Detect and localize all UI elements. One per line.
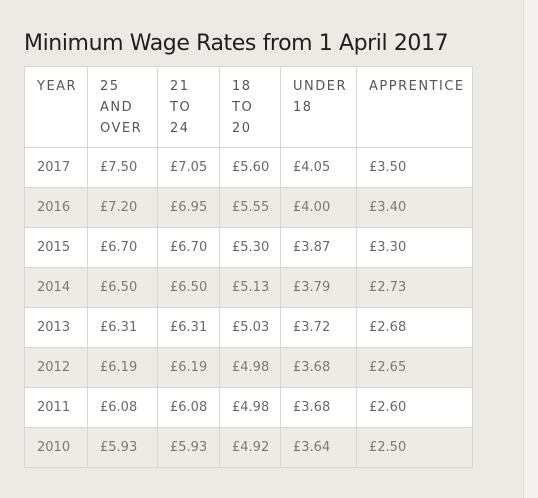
table-cell: £6.31 bbox=[87, 307, 158, 348]
column-header: APPRENTICE bbox=[356, 66, 473, 148]
table-cell: £3.72 bbox=[280, 307, 357, 348]
table-row: 2014 £6.50 £6.50 £5.13 £3.79 £2.73 bbox=[24, 267, 473, 308]
table-row: 2010 £5.93 £5.93 £4.92 £3.64 £2.50 bbox=[24, 427, 473, 468]
table-cell: £4.05 bbox=[280, 147, 357, 188]
table-cell: £4.98 bbox=[219, 387, 281, 428]
table-cell: £3.30 bbox=[356, 227, 473, 268]
table-cell: £7.50 bbox=[87, 147, 158, 188]
header-line: 18 bbox=[232, 79, 252, 94]
table-cell: £6.19 bbox=[157, 347, 220, 388]
header-line: 21 bbox=[170, 79, 190, 94]
table-cell: £5.93 bbox=[157, 427, 220, 468]
table-cell: £3.64 bbox=[280, 427, 357, 468]
table-cell: £2.65 bbox=[356, 347, 473, 388]
table-cell: £5.30 bbox=[219, 227, 281, 268]
table-cell: £2.50 bbox=[356, 427, 473, 468]
header-line: 18 bbox=[293, 100, 313, 115]
table-cell: £6.19 bbox=[87, 347, 158, 388]
table-row: 2012 £6.19 £6.19 £4.98 £3.68 £2.65 bbox=[24, 347, 473, 388]
table-cell: £3.87 bbox=[280, 227, 357, 268]
header-line: UNDER bbox=[293, 79, 347, 94]
table-cell: 2016 bbox=[24, 187, 88, 228]
table-cell: £2.73 bbox=[356, 267, 473, 308]
table-cell: £2.68 bbox=[356, 307, 473, 348]
table-row: 2017 £7.50 £7.05 £5.60 £4.05 £3.50 bbox=[24, 147, 473, 188]
header-line: TO bbox=[232, 100, 254, 115]
page-title: Minimum Wage Rates from 1 April 2017 bbox=[24, 31, 449, 56]
table-cell: 2014 bbox=[24, 267, 88, 308]
table-cell: £7.20 bbox=[87, 187, 158, 228]
header-line: 24 bbox=[170, 121, 190, 136]
table-cell: 2012 bbox=[24, 347, 88, 388]
table-cell: 2010 bbox=[24, 427, 88, 468]
table-cell: 2015 bbox=[24, 227, 88, 268]
table-cell: £3.50 bbox=[356, 147, 473, 188]
column-header: 25 AND OVER bbox=[87, 66, 158, 148]
table-cell: £6.70 bbox=[157, 227, 220, 268]
table-cell: £6.08 bbox=[157, 387, 220, 428]
header-line: YEAR bbox=[37, 79, 78, 94]
table-cell: £4.00 bbox=[280, 187, 357, 228]
header-line: 25 bbox=[100, 79, 120, 94]
table-header-row: YEAR 25 AND OVER 21 TO 24 18 TO 20 UNDER 18 APP… bbox=[24, 66, 473, 148]
table-cell: £3.68 bbox=[280, 347, 357, 388]
header-line: 20 bbox=[232, 121, 252, 136]
table-cell: £5.03 bbox=[219, 307, 281, 348]
table-cell: £5.55 bbox=[219, 187, 281, 228]
table-cell: £6.08 bbox=[87, 387, 158, 428]
table-row: 2016 £7.20 £6.95 £5.55 £4.00 £3.40 bbox=[24, 187, 473, 228]
table-cell: £4.92 bbox=[219, 427, 281, 468]
table-cell: £5.60 bbox=[219, 147, 281, 188]
table-cell: 2017 bbox=[24, 147, 88, 188]
table-row: 2011 £6.08 £6.08 £4.98 £3.68 £2.60 bbox=[24, 387, 473, 428]
table-cell: £6.95 bbox=[157, 187, 220, 228]
table-cell: 2011 bbox=[24, 387, 88, 428]
table-cell: £7.05 bbox=[157, 147, 220, 188]
table-cell: £5.93 bbox=[87, 427, 158, 468]
table-cell: £6.50 bbox=[87, 267, 158, 308]
table-cell: £4.98 bbox=[219, 347, 281, 388]
column-header: YEAR bbox=[24, 66, 88, 148]
table-cell: £3.40 bbox=[356, 187, 473, 228]
header-line: OVER bbox=[100, 121, 143, 136]
table-cell: £3.79 bbox=[280, 267, 357, 308]
table-cell: £6.31 bbox=[157, 307, 220, 348]
column-header: UNDER 18 bbox=[280, 66, 357, 148]
header-line: TO bbox=[170, 100, 192, 115]
table-cell: 2013 bbox=[24, 307, 88, 348]
wage-rates-table: YEAR 25 AND OVER 21 TO 24 18 TO 20 UNDER 18 APP… bbox=[24, 66, 473, 468]
table-row: 2015 £6.70 £6.70 £5.30 £3.87 £3.30 bbox=[24, 227, 473, 268]
column-header: 21 TO 24 bbox=[157, 66, 220, 148]
page-scroll-edge bbox=[523, 0, 538, 498]
table-cell: £6.70 bbox=[87, 227, 158, 268]
table-cell: £6.50 bbox=[157, 267, 220, 308]
table-row: 2013 £6.31 £6.31 £5.03 £3.72 £2.68 bbox=[24, 307, 473, 348]
table-cell: £5.13 bbox=[219, 267, 281, 308]
column-header: 18 TO 20 bbox=[219, 66, 281, 148]
header-line: AND bbox=[100, 100, 134, 115]
table-cell: £2.60 bbox=[356, 387, 473, 428]
table-cell: £3.68 bbox=[280, 387, 357, 428]
header-line: APPRENTICE bbox=[369, 79, 465, 94]
